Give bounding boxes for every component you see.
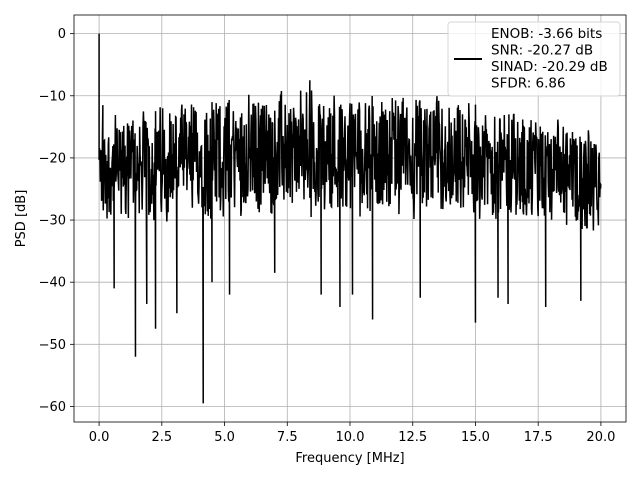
x-tick-label: 0.0	[89, 430, 110, 445]
legend-entry-text: SNR: -20.27 dB	[491, 43, 593, 59]
x-tick-label: 5.0	[214, 430, 235, 445]
legend-entry-text: SFDR: 6.86	[491, 76, 566, 92]
x-tick-label: 10.0	[336, 430, 365, 445]
x-tick-label: 20.0	[586, 430, 615, 445]
y-tick-label: −20	[39, 151, 66, 166]
y-axis-ticks: 0 −10 −20 −30 −40 −50 −60	[39, 27, 74, 415]
x-tick-label: 12.5	[398, 430, 427, 445]
psd-series	[98, 33, 602, 404]
psd-line	[98, 33, 602, 404]
y-tick-label: −50	[39, 338, 66, 353]
x-tick-label: 15.0	[461, 430, 490, 445]
y-tick-label: −60	[39, 400, 66, 415]
x-tick-label: 17.5	[524, 430, 553, 445]
legend-entry-text: SINAD: -20.29 dB	[491, 59, 608, 75]
y-tick-label: 0	[58, 27, 66, 42]
x-tick-label: 7.5	[277, 430, 298, 445]
y-axis-label: PSD [dB]	[14, 190, 29, 248]
x-axis-label: Frequency [MHz]	[295, 451, 404, 466]
x-axis-ticks: 0.0 2.5 5.0 7.5 10.0 12.5 15.0 17.5 20.0	[89, 422, 615, 445]
y-tick-label: −10	[39, 89, 66, 104]
y-tick-label: −40	[39, 276, 66, 291]
legend-entry-text: ENOB: -3.66 bits	[491, 26, 602, 42]
y-tick-label: −30	[39, 214, 66, 229]
x-tick-label: 2.5	[151, 430, 172, 445]
legend-box	[447, 21, 621, 97]
